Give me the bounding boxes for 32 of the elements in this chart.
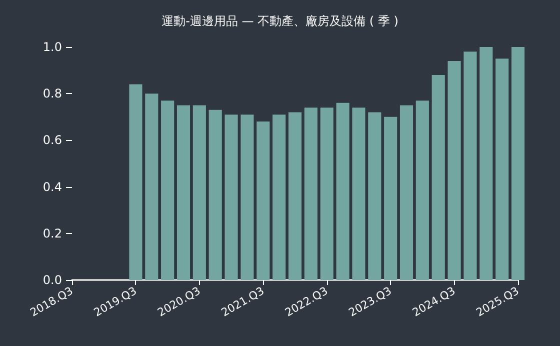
bar	[511, 47, 525, 280]
chart-title: 運動-週邊用品 — 不動產、廠房及設備 ( 季 )	[162, 14, 398, 28]
bar	[368, 112, 382, 280]
bar	[336, 102, 350, 280]
bar	[464, 52, 477, 280]
bar	[176, 105, 190, 280]
bar	[384, 116, 398, 280]
bar	[480, 47, 493, 280]
y-tick-label: 0.2	[42, 226, 62, 240]
bar	[320, 108, 334, 280]
bar	[352, 108, 366, 280]
bar	[192, 105, 206, 280]
bar	[240, 114, 254, 280]
bar	[224, 114, 238, 280]
bar	[496, 58, 509, 280]
y-tick-label: 0.8	[42, 86, 62, 101]
bar	[400, 105, 414, 280]
bar	[448, 60, 461, 280]
bar	[416, 100, 429, 280]
y-tick-label: 1.0	[42, 40, 62, 54]
bar	[256, 122, 270, 280]
bar	[145, 94, 158, 280]
y-tick-label: 0.4	[42, 180, 62, 194]
bar	[288, 112, 302, 280]
bar	[161, 100, 174, 280]
bar	[208, 110, 222, 280]
bar	[432, 74, 445, 280]
bar	[272, 114, 286, 280]
y-tick-label: 0.6	[42, 133, 62, 148]
y-tick-label: 0.0	[42, 273, 62, 287]
bar	[129, 84, 142, 280]
bar	[304, 108, 318, 280]
